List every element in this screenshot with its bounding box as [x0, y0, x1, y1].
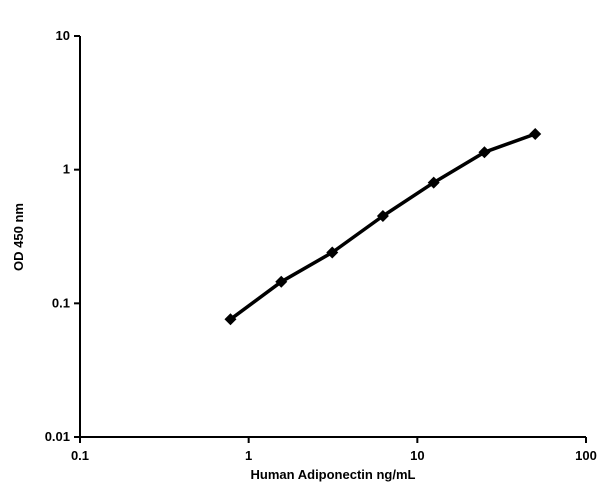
x-tick-label: 10 [410, 448, 424, 463]
x-tick-label: 1 [245, 448, 252, 463]
x-tick-label: 0.1 [71, 448, 89, 463]
data-point-marker [478, 146, 491, 159]
y-tick-label: 0.01 [45, 429, 70, 444]
y-tick-label: 0.1 [52, 295, 70, 310]
x-axis-title: Human Adiponectin ng/mL [251, 467, 416, 482]
data-point-marker [224, 313, 237, 326]
series [224, 127, 542, 326]
x-tick-label: 100 [575, 448, 597, 463]
data-point-marker [529, 127, 542, 140]
data-point-marker [376, 210, 389, 223]
y-tick-label: 1 [63, 162, 70, 177]
y-tick-label: 10 [56, 28, 70, 43]
y-axis-title: OD 450 nm [11, 203, 26, 271]
axes [79, 36, 586, 438]
series-line [228, 132, 537, 322]
data-point-marker [326, 246, 339, 259]
data-point-marker [427, 176, 440, 189]
data-point-marker [275, 275, 288, 288]
